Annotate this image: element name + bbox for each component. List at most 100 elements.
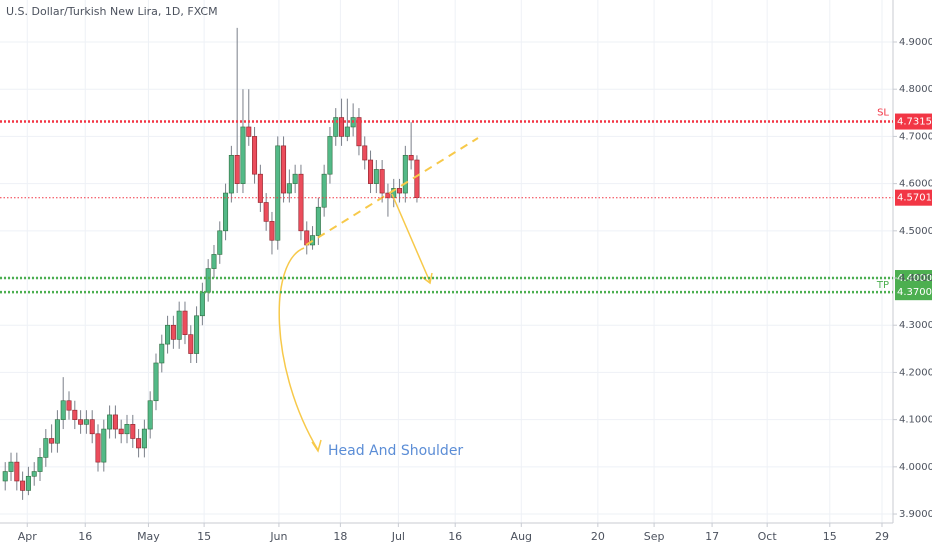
candle-body bbox=[20, 480, 26, 491]
candle-body bbox=[257, 173, 263, 203]
x-tick-label: Jul bbox=[391, 530, 405, 543]
candle-body bbox=[182, 310, 188, 335]
candle-body bbox=[141, 428, 147, 449]
x-tick-label: 20 bbox=[591, 530, 605, 543]
candle-body bbox=[118, 428, 124, 435]
neckline bbox=[305, 137, 479, 246]
level-tag bbox=[895, 284, 932, 301]
candle-body bbox=[333, 117, 339, 137]
marks bbox=[2, 27, 420, 500]
drawings bbox=[278, 137, 479, 453]
y-tick-label: 3.90000 bbox=[899, 509, 932, 520]
y-tick-label: 4.00000 bbox=[899, 462, 932, 473]
candle-body bbox=[199, 291, 205, 317]
candle-body bbox=[379, 169, 385, 194]
candle-body bbox=[321, 173, 327, 208]
level-tag bbox=[895, 113, 932, 130]
x-tick-label: May bbox=[137, 530, 160, 543]
candle-body bbox=[31, 471, 37, 477]
candle-body bbox=[66, 400, 72, 411]
level-tag bbox=[895, 189, 932, 206]
candle-body bbox=[252, 136, 258, 175]
candle-body bbox=[170, 324, 176, 340]
candle-body bbox=[408, 154, 414, 161]
candle-body bbox=[217, 230, 223, 255]
y-tick-label: 4.30000 bbox=[899, 320, 932, 331]
candle-body bbox=[414, 159, 420, 198]
candle-body bbox=[315, 206, 321, 236]
x-tick-label: Sep bbox=[644, 530, 665, 543]
x-tick-label: 15 bbox=[823, 530, 837, 543]
candle-body bbox=[136, 438, 142, 449]
candle-body bbox=[176, 310, 182, 340]
candle-body bbox=[37, 457, 43, 472]
candle-body bbox=[286, 183, 292, 194]
candle-body bbox=[78, 419, 84, 425]
candle-body bbox=[54, 419, 60, 444]
x-tick-label: 16 bbox=[448, 530, 462, 543]
candle-body bbox=[188, 334, 194, 354]
candle-body bbox=[402, 154, 408, 194]
level-name: TP bbox=[876, 280, 889, 291]
candle-body bbox=[112, 414, 118, 430]
candle-body bbox=[373, 169, 379, 184]
x-tick-label: Aug bbox=[511, 530, 532, 543]
candle-body bbox=[165, 324, 171, 345]
y-tick-label: 4.80000 bbox=[899, 84, 932, 95]
candle-body bbox=[211, 254, 217, 269]
x-tick-label: Oct bbox=[758, 530, 778, 543]
x-tick-label: 18 bbox=[333, 530, 347, 543]
candle-body bbox=[269, 221, 275, 241]
candle-body bbox=[2, 471, 8, 482]
candle-body bbox=[263, 202, 269, 222]
candle-body bbox=[95, 433, 101, 463]
level-label: 4.57018 bbox=[897, 193, 932, 204]
target-arrow bbox=[391, 193, 431, 283]
level-label: 4.37000 bbox=[897, 287, 932, 298]
candle-body bbox=[130, 424, 136, 439]
x-tick-label: 17 bbox=[705, 530, 719, 543]
candle-body bbox=[194, 315, 200, 354]
x-tick-label: 15 bbox=[197, 530, 211, 543]
candle-body bbox=[14, 461, 20, 482]
level-label: 4.73150 bbox=[897, 117, 932, 128]
candle-body bbox=[292, 173, 298, 184]
candle-body bbox=[327, 136, 333, 175]
candle-body bbox=[344, 126, 350, 137]
candle-body bbox=[107, 414, 113, 430]
candle-body bbox=[72, 409, 78, 420]
x-tick-label: 29 bbox=[875, 530, 889, 543]
level-tag bbox=[895, 270, 932, 287]
y-tick-label: 4.50000 bbox=[899, 226, 932, 237]
y-tick-label: 4.10000 bbox=[899, 415, 932, 426]
candle-body bbox=[60, 400, 66, 420]
x-tick-label: Jun bbox=[269, 530, 287, 543]
y-tick-label: 4.60000 bbox=[899, 179, 932, 190]
candle-body bbox=[281, 145, 287, 194]
arrow-head bbox=[311, 439, 322, 453]
annotation: Head And Shoulder bbox=[328, 443, 463, 459]
candle-body bbox=[147, 400, 153, 430]
candle-body bbox=[223, 192, 229, 232]
chart-title: U.S. Dollar/Turkish New Lira, 1D, FXCM bbox=[6, 5, 218, 18]
candle-body bbox=[25, 475, 31, 491]
candle-body bbox=[228, 154, 234, 194]
candle-body bbox=[397, 188, 403, 194]
candle-body bbox=[240, 126, 246, 184]
candle-body bbox=[8, 461, 14, 472]
candle-body bbox=[356, 117, 362, 147]
candle-body bbox=[153, 362, 159, 402]
candle-body bbox=[49, 438, 55, 444]
y-tick-label: 4.20000 bbox=[899, 367, 932, 378]
x-tick-label: Apr bbox=[18, 530, 38, 543]
x-tick-label: 16 bbox=[78, 530, 92, 543]
candle-body bbox=[275, 145, 281, 241]
curved-arrow bbox=[278, 247, 319, 451]
candle-body bbox=[310, 235, 316, 246]
candle-body bbox=[159, 343, 165, 364]
candle-body bbox=[101, 428, 107, 463]
candle-body bbox=[89, 419, 95, 435]
levels: 4.73150 SL 4.57018 4.40000 4.37000 TP bbox=[0, 108, 932, 301]
